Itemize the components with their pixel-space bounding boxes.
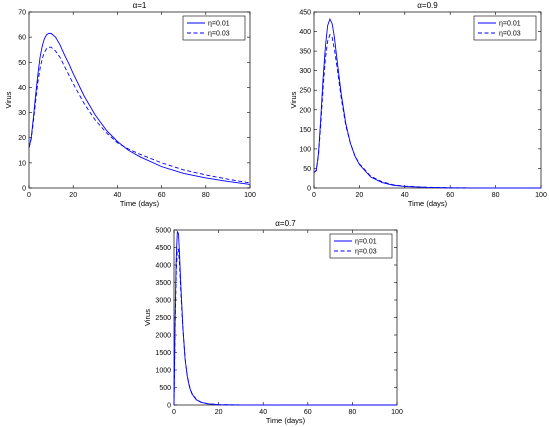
y-tick-label: 50 (303, 166, 311, 173)
x-tick-label: 100 (244, 192, 256, 199)
x-tick-label: 40 (114, 192, 122, 199)
series-line-2 (173, 248, 397, 406)
x-tick-label: 80 (202, 192, 210, 199)
legend-label-2: η=0.03 (355, 249, 377, 256)
y-tick-label: 450 (299, 10, 311, 17)
y-tick-label: 150 (299, 127, 311, 134)
y-tick-label: 4000 (155, 263, 171, 270)
chart-panel-1: 0 20 40 60 80 100 0 10 20 30 40 50 60 70 α=1 Time (days… (4, 1, 256, 208)
series-line-2 (313, 33, 542, 189)
y-tick-label: 350 (299, 49, 311, 56)
y-tick-label: 40 (18, 85, 26, 92)
series-line-1 (313, 17, 542, 189)
y-tick-label: 50 (18, 60, 26, 67)
chart-title: α=0.9 (417, 1, 438, 10)
y-tick-label: 0 (22, 186, 26, 193)
legend-label-1: η=0.01 (355, 239, 377, 246)
y-tick-label: 70 (18, 10, 26, 17)
y-tick-label: 30 (18, 110, 26, 117)
series-line-2 (28, 46, 251, 184)
x-tick-label: 60 (446, 192, 454, 199)
y-tick-label: 200 (299, 107, 311, 114)
x-tick-label: 100 (535, 192, 547, 199)
x-tick-label: 60 (158, 192, 166, 199)
y-tick-label: 0 (307, 186, 311, 193)
y-axis-label: Virus (143, 309, 152, 326)
y-tick-label: 4500 (155, 245, 171, 252)
legend-label-1: η=0.01 (499, 21, 521, 28)
legend-label-2: η=0.03 (499, 31, 521, 38)
x-tick-label: 20 (215, 409, 223, 416)
x-axis-label: Time (days) (120, 199, 160, 208)
y-tick-label: 1000 (155, 368, 171, 375)
x-tick-label: 80 (492, 192, 500, 199)
x-axis-label: Time (days) (408, 199, 448, 208)
chart-panel-2: 0 20 40 60 80 100 0 50 100 150 200 250 300 350 400 450 α… (289, 1, 547, 208)
y-tick-label: 20 (18, 135, 26, 142)
y-tick-label: 400 (299, 29, 311, 36)
y-tick-label: 2000 (155, 333, 171, 340)
x-tick-label: 20 (69, 192, 77, 199)
y-tick-label: 500 (159, 385, 171, 392)
x-tick-label: 80 (349, 409, 357, 416)
y-tick-label: 3000 (155, 298, 171, 305)
chart-panel-3: 0 20 40 60 80 1000500100015002000250030003500… (143, 219, 403, 425)
chart-title: α=0.7 (275, 219, 296, 228)
y-tick-label: 0 (167, 403, 171, 410)
x-tick-label: 0 (27, 192, 31, 199)
legend-box (473, 15, 537, 41)
x-axis-label: Time (days) (266, 416, 306, 425)
x-tick-label: 0 (312, 192, 316, 199)
x-tick-label: 40 (259, 409, 267, 416)
y-axis-label: Virus (289, 91, 298, 108)
x-tick-label: 20 (356, 192, 364, 199)
legend-label-1: η=0.01 (208, 21, 230, 28)
y-tick-label: 250 (299, 88, 311, 95)
y-tick-label: 1500 (155, 350, 171, 357)
plot-frame (28, 11, 251, 189)
series-line-1 (28, 32, 251, 185)
y-tick-label: 60 (18, 35, 26, 42)
x-tick-label: 60 (304, 409, 312, 416)
y-axis-label: Virus (4, 91, 13, 108)
x-tick-label: 0 (172, 409, 176, 416)
y-tick-label: 2500 (155, 315, 171, 322)
y-tick-label: 5000 (155, 228, 171, 235)
y-tick-label: 100 (299, 146, 311, 153)
x-tick-label: 100 (391, 409, 403, 416)
chart-title: α=1 (133, 1, 147, 10)
y-tick-label: 300 (299, 68, 311, 75)
legend-box (182, 15, 246, 41)
legend-box (329, 233, 393, 259)
legend-label-2: η=0.03 (208, 31, 230, 38)
y-tick-label: 10 (18, 160, 26, 167)
y-tick-label: 3500 (155, 280, 171, 287)
plot-frame (313, 11, 542, 189)
x-tick-label: 40 (401, 192, 409, 199)
